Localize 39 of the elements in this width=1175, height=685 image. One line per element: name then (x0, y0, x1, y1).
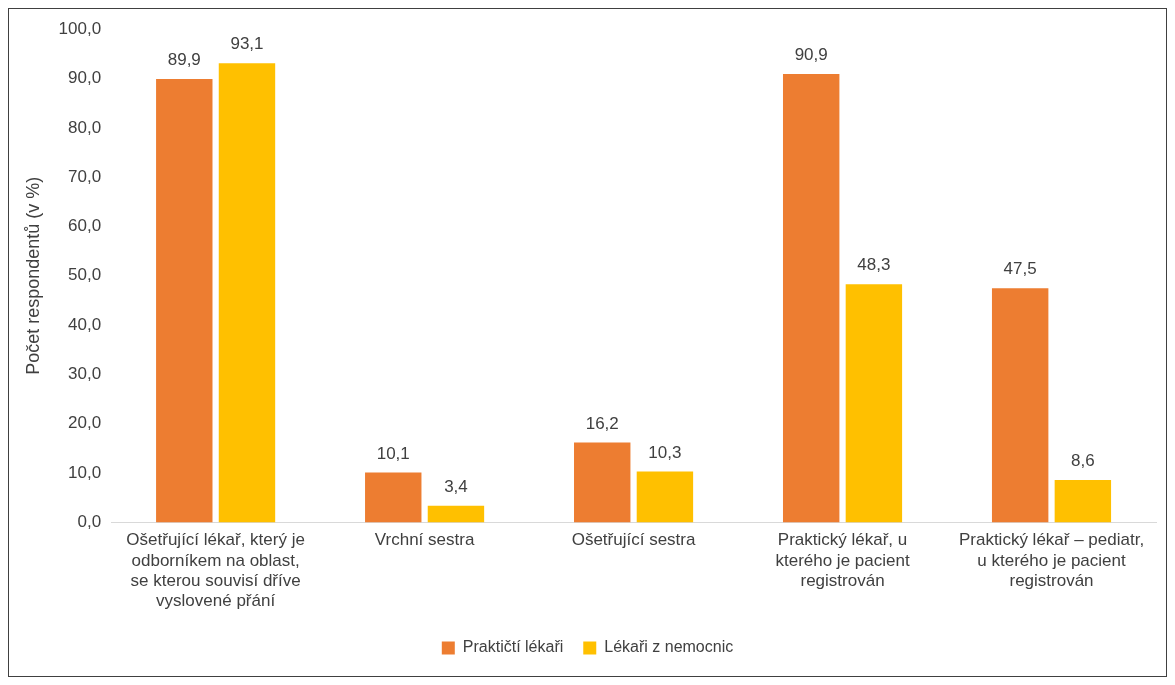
x-tick-label: Ošetřující sestra (571, 530, 696, 550)
bar (782, 74, 840, 523)
bar (636, 471, 694, 523)
y-tick-label: 70,0 (68, 166, 102, 186)
data-label: 10,3 (648, 442, 682, 462)
bar (365, 472, 422, 523)
y-tick-label: 60,0 (68, 216, 102, 236)
bar (1054, 479, 1112, 523)
y-tick-label: 90,0 (68, 68, 102, 88)
y-tick-label: 0,0 (77, 512, 102, 532)
legend-label: Praktičtí lékaři (462, 638, 564, 656)
bar (574, 442, 631, 523)
bar (845, 284, 903, 523)
x-tick-label: Praktický lékař – pediatr, u kterého je pacient registrován (958, 530, 1145, 591)
data-label: 10,1 (376, 443, 410, 463)
data-label: 16,2 (585, 413, 619, 433)
y-tick-label: 100,0 (58, 18, 102, 38)
data-label: 3,4 (444, 476, 468, 496)
legend-label: Lékaři z nemocnic (604, 638, 734, 656)
bar (991, 288, 1049, 523)
y-tick-label: 30,0 (68, 364, 102, 384)
x-tick-label: Vrchní sestra (374, 530, 475, 550)
y-axis-title: Počet respondentů (v %) (22, 176, 43, 375)
data-label: 8,6 (1071, 451, 1095, 471)
data-label: 90,9 (794, 45, 828, 65)
bar (218, 63, 276, 523)
y-tick-label: 20,0 (68, 413, 102, 433)
data-label: 48,3 (857, 255, 891, 275)
y-tick-label: 80,0 (68, 117, 102, 137)
x-tick-label: Ošetřující lékař, který je odborníkem na oblast, se kterou souvisí dříve vyslovené přání (126, 530, 305, 611)
y-tick-label: 40,0 (68, 314, 102, 334)
data-label: 93,1 (230, 34, 264, 54)
bar (427, 505, 485, 523)
data-label: 89,9 (167, 50, 201, 70)
y-tick-label: 10,0 (68, 462, 102, 482)
bar (156, 79, 213, 523)
data-label: 47,5 (1003, 259, 1037, 279)
x-tick-label: Praktický lékař, u kterého je pacient registrován (775, 530, 910, 591)
y-tick-label: 50,0 (68, 265, 102, 285)
